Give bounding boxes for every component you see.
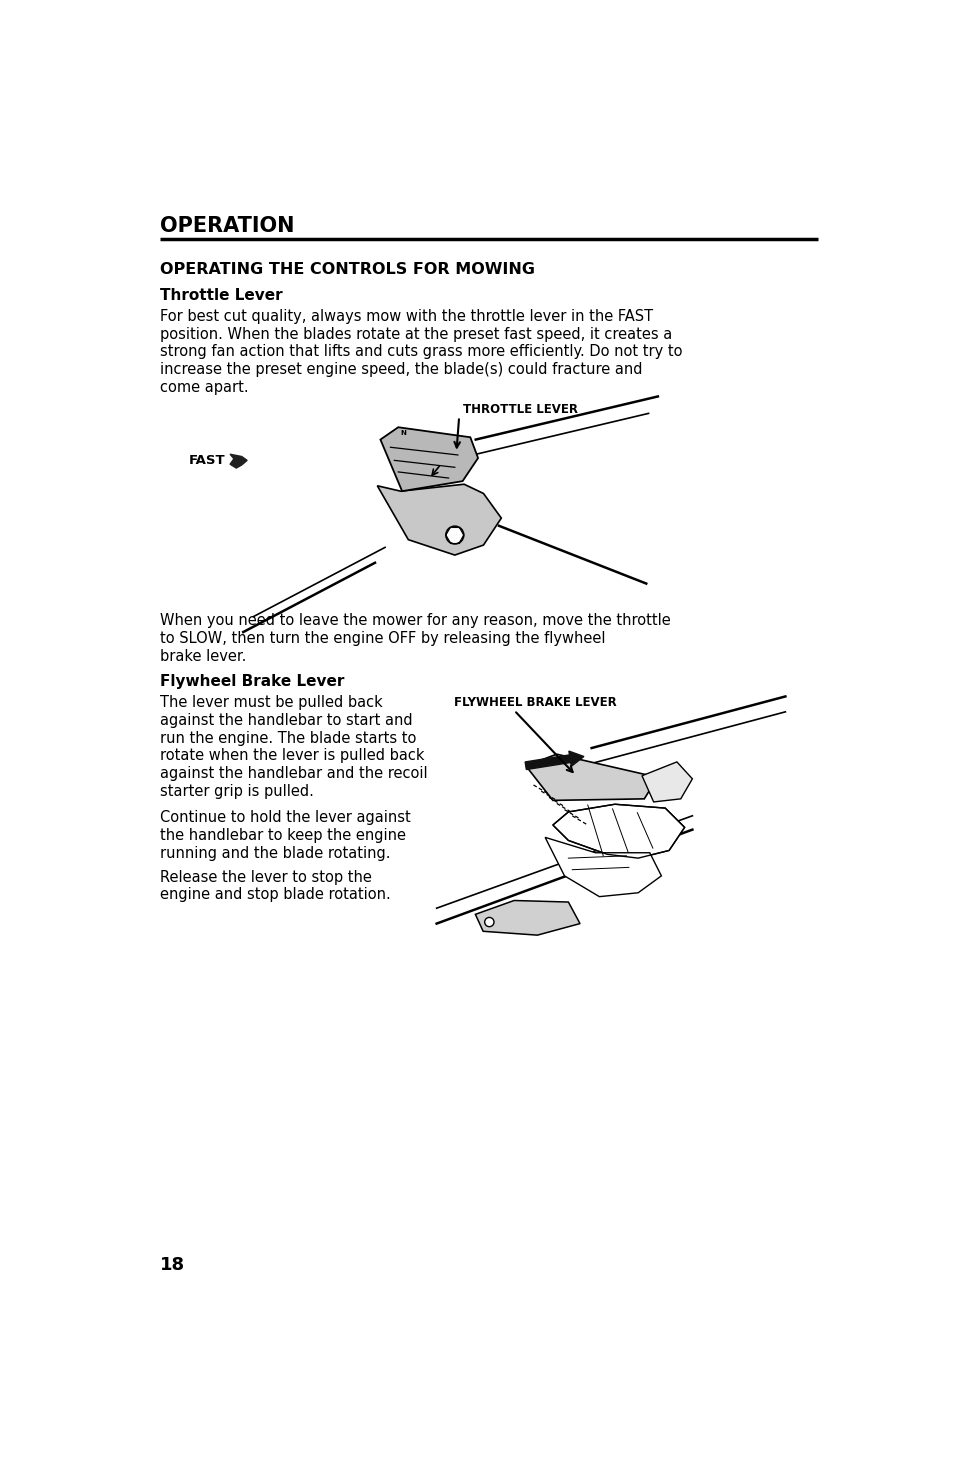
Text: Flywheel Brake Lever: Flywheel Brake Lever [159,674,344,689]
Text: rotate when the lever is pulled back: rotate when the lever is pulled back [159,748,423,764]
Polygon shape [544,838,660,897]
Text: increase the preset engine speed, the blade(s) could fracture and: increase the preset engine speed, the bl… [159,363,641,378]
Text: FAST: FAST [189,454,225,468]
Text: brake lever.: brake lever. [159,649,246,664]
Text: N: N [400,431,406,437]
Text: Throttle Lever: Throttle Lever [159,288,282,302]
FancyArrow shape [524,751,583,770]
Text: When you need to leave the mower for any reason, move the throttle: When you need to leave the mower for any… [159,612,670,628]
Text: Release the lever to stop the: Release the lever to stop the [159,870,371,885]
Text: the handlebar to keep the engine: the handlebar to keep the engine [159,827,405,842]
Text: running and the blade rotating.: running and the blade rotating. [159,845,390,860]
Text: to SLOW, then turn the engine OFF by releasing the flywheel: to SLOW, then turn the engine OFF by rel… [159,631,604,646]
Polygon shape [230,454,247,468]
Circle shape [445,527,463,544]
Text: come apart.: come apart. [159,381,248,395]
Polygon shape [380,428,477,491]
Circle shape [484,917,494,926]
Text: engine and stop blade rotation.: engine and stop blade rotation. [159,888,390,903]
Polygon shape [553,804,684,858]
Text: position. When the blades rotate at the preset fast speed, it creates a: position. When the blades rotate at the … [159,326,671,342]
Text: THROTTLE LEVER: THROTTLE LEVER [462,403,578,416]
Text: OPERATING THE CONTROLS FOR MOWING: OPERATING THE CONTROLS FOR MOWING [159,261,534,277]
Text: OPERATION: OPERATION [159,215,294,236]
Text: starter grip is pulled.: starter grip is pulled. [159,785,314,799]
Text: 18: 18 [159,1257,185,1274]
Polygon shape [377,484,500,555]
Polygon shape [641,763,692,802]
Text: The lever must be pulled back: The lever must be pulled back [159,695,382,709]
Text: against the handlebar and the recoil: against the handlebar and the recoil [159,767,427,782]
Text: Continue to hold the lever against: Continue to hold the lever against [159,810,410,825]
Text: against the handlebar to start and: against the handlebar to start and [159,712,412,727]
Text: run the engine. The blade starts to: run the engine. The blade starts to [159,730,416,746]
Text: FLYWHEEL BRAKE LEVER: FLYWHEEL BRAKE LEVER [454,696,617,709]
Text: For best cut quality, always mow with the throttle lever in the FAST: For best cut quality, always mow with th… [159,308,652,323]
Text: strong fan action that lifts and cuts grass more efficiently. Do not try to: strong fan action that lifts and cuts gr… [159,344,681,360]
Polygon shape [475,901,579,935]
Polygon shape [525,754,657,801]
